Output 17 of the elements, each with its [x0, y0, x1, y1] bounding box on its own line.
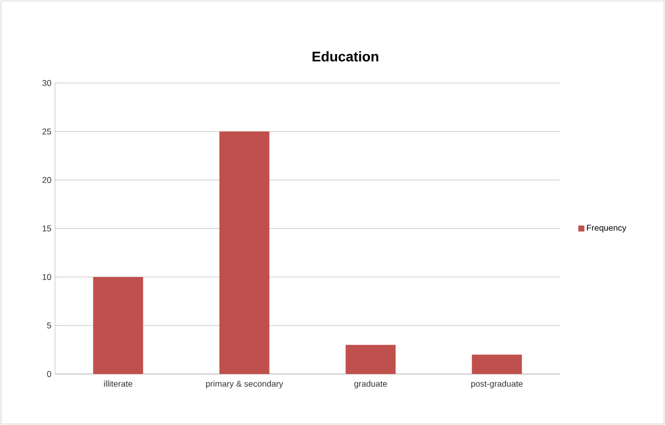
y-tick-label: 10 — [42, 274, 52, 280]
legend-label: Frequency — [587, 224, 626, 232]
bar — [472, 354, 522, 374]
x-tick-label: illiterate — [104, 380, 132, 387]
x-tick-label: primary & secondary — [206, 380, 284, 388]
y-tick-label: 25 — [42, 128, 52, 134]
x-tick-label: post-graduate — [471, 380, 523, 388]
bar — [93, 277, 144, 374]
y-tick-label: 15 — [42, 226, 52, 232]
chart-title: Education — [312, 51, 378, 62]
y-tick-label: 30 — [42, 80, 52, 86]
bar — [346, 344, 396, 374]
y-tick-label: 0 — [47, 371, 52, 377]
y-tick-label: 5 — [47, 322, 52, 328]
x-tick-label: graduate — [354, 380, 387, 388]
bar — [219, 132, 270, 374]
y-tick-label: 20 — [42, 177, 52, 183]
